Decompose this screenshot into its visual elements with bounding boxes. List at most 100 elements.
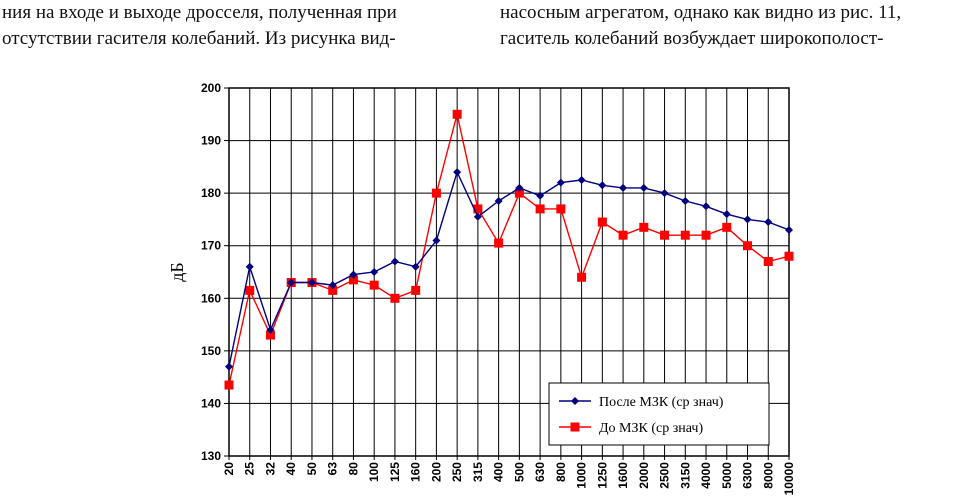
text-line: гаситель колебаний возбуждает широкополо… <box>500 28 884 49</box>
x-tick-label: 8000 <box>761 462 775 489</box>
data-point <box>597 217 607 227</box>
text-line: отсутствии гасителя колебаний. Из рисунк… <box>2 28 396 49</box>
data-point <box>556 178 565 187</box>
data-point <box>701 230 711 240</box>
data-point <box>473 204 483 214</box>
data-point <box>494 238 504 248</box>
data-point <box>784 251 794 261</box>
data-point <box>349 270 358 279</box>
x-tick-label: 5000 <box>720 462 734 489</box>
x-tick-label: 200 <box>429 462 443 482</box>
data-point <box>556 204 566 214</box>
data-point <box>618 230 628 240</box>
data-point <box>328 285 338 295</box>
data-point <box>680 230 690 240</box>
data-point <box>348 275 358 285</box>
legend-label: После МЗК (ср знач) <box>599 395 724 410</box>
data-point <box>370 268 379 276</box>
data-point <box>535 204 545 214</box>
data-point <box>743 241 753 251</box>
x-tick-label: 100 <box>367 462 381 482</box>
x-tick-label: 1600 <box>616 462 630 489</box>
y-tick-label: 170 <box>201 239 221 253</box>
data-point <box>702 202 711 211</box>
data-point <box>453 168 462 177</box>
y-tick-label: 190 <box>201 134 221 148</box>
x-tick-label: 125 <box>388 462 402 482</box>
x-tick-label: 32 <box>263 462 277 476</box>
y-tick-label: 140 <box>201 396 221 410</box>
data-point <box>660 230 670 240</box>
y-axis-label: дБ <box>167 262 187 282</box>
data-point <box>390 293 400 303</box>
data-point <box>763 256 773 266</box>
legend-box <box>548 382 770 446</box>
x-tick-label: 25 <box>243 462 257 476</box>
data-point <box>224 380 234 390</box>
data-point <box>452 109 462 119</box>
x-tick-label: 630 <box>533 462 547 482</box>
x-tick-label: 4000 <box>699 462 713 489</box>
y-tick-label: 200 <box>201 81 221 95</box>
data-point <box>287 278 296 287</box>
right-text-column: насосным агрегатом, однако как видно из … <box>500 0 973 52</box>
data-point <box>722 222 732 232</box>
x-tick-label: 160 <box>409 462 423 482</box>
data-point <box>411 285 421 295</box>
data-point <box>577 272 587 282</box>
x-tick-label: 80 <box>346 462 360 476</box>
legend-label: До МЗК (ср знач) <box>599 421 703 436</box>
x-tick-label: 500 <box>512 462 526 482</box>
x-tick-label: 250 <box>450 462 464 482</box>
data-point <box>743 215 752 224</box>
data-point <box>369 280 379 290</box>
data-point <box>265 330 275 340</box>
series-line <box>228 114 790 386</box>
y-tick-label: 150 <box>201 344 221 358</box>
x-tick-label: 400 <box>492 462 506 482</box>
data-point <box>660 189 669 198</box>
data-point <box>266 325 275 334</box>
data-point <box>390 257 399 266</box>
data-point <box>494 197 503 206</box>
x-tick-label: 20 <box>222 462 236 476</box>
data-point <box>307 278 316 287</box>
x-tick-label: 40 <box>284 462 298 476</box>
x-tick-label: 2000 <box>637 462 651 489</box>
data-point <box>639 222 649 232</box>
x-tick-label: 63 <box>326 462 340 476</box>
x-tick-label: 3150 <box>678 462 692 489</box>
legend-marker <box>571 397 579 405</box>
x-tick-label: 50 <box>305 462 319 476</box>
data-point <box>514 188 524 198</box>
y-tick-label: 160 <box>201 291 221 305</box>
x-tick-label: 6300 <box>741 462 755 489</box>
x-tick-label: 10000 <box>782 462 796 496</box>
data-point <box>245 285 255 295</box>
x-tick-label: 800 <box>554 462 568 482</box>
data-point <box>598 181 607 190</box>
data-point <box>764 218 773 227</box>
data-point <box>225 362 233 371</box>
data-point <box>619 183 628 192</box>
text-line: насосным агрегатом, однако как видно из … <box>500 2 902 23</box>
data-point <box>328 281 337 290</box>
data-point <box>577 176 586 184</box>
series-line <box>228 170 790 367</box>
data-point <box>639 183 648 192</box>
data-point <box>722 210 731 219</box>
x-tick-label: 315 <box>471 462 485 482</box>
legend-marker <box>570 422 580 432</box>
data-point <box>785 225 793 234</box>
x-tick-label: 2500 <box>658 462 672 489</box>
data-point <box>432 236 441 245</box>
data-point <box>681 197 690 206</box>
x-tick-label: 1000 <box>575 462 589 489</box>
text-line: ния на входе и выходе дросселя, полученн… <box>2 2 397 23</box>
data-point <box>431 188 441 198</box>
y-tick-label: 180 <box>201 186 221 200</box>
data-point <box>536 191 545 200</box>
data-point <box>473 212 482 221</box>
data-point <box>245 262 254 271</box>
x-tick-label: 1250 <box>595 462 609 489</box>
